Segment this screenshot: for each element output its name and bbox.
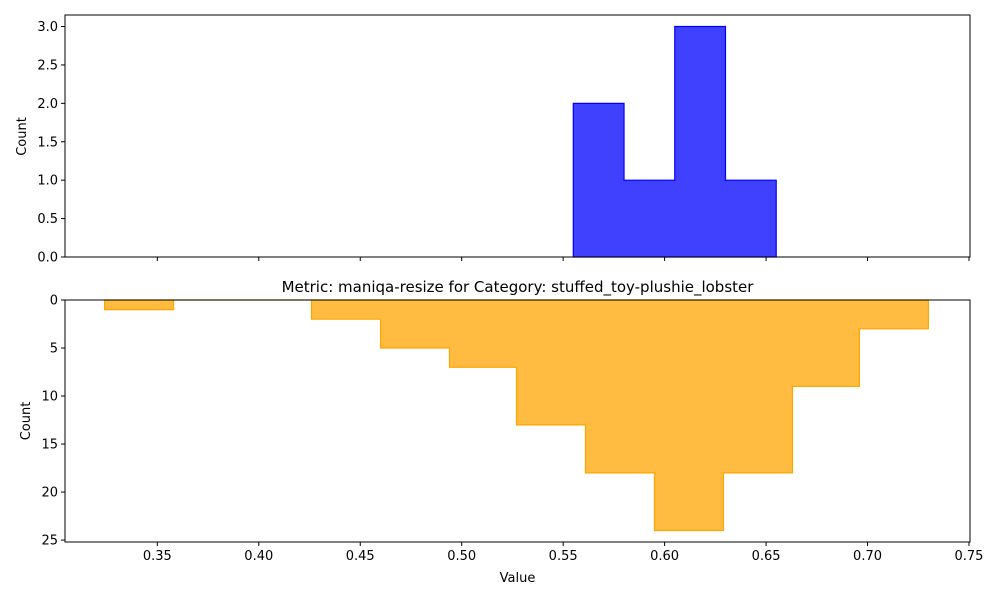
- x-tick-label: 0.45: [346, 549, 375, 564]
- bottom-y-axis-label: Count: [19, 402, 34, 441]
- chart-title: Metric: maniqa-resize for Category: stuf…: [282, 278, 755, 297]
- x-tick-label: 0.75: [955, 549, 984, 564]
- y-tick-label: 10: [41, 390, 58, 405]
- y-tick-label: 0: [50, 294, 58, 309]
- y-tick-label: 15: [41, 438, 58, 453]
- top-histogram-panel: 0.0 0.5 1.0 1.5 2.0 2.5 3.0: [37, 14, 971, 266]
- x-tick-label: 0.60: [650, 549, 679, 564]
- y-tick-label: 0.0: [37, 251, 58, 266]
- x-tick-label: 0.70: [853, 549, 882, 564]
- x-tick-label: 0.35: [143, 549, 172, 564]
- plot-frame: [64, 14, 971, 258]
- x-tick-label: 0.40: [244, 549, 273, 564]
- plot-frame: [64, 299, 971, 543]
- y-tick-label: 1.0: [37, 174, 58, 189]
- bottom-histogram-panel: 0 5 10 15 20 25 0.35 0.40 0.45 0.50 0.55 0.60 0.65 0.…: [41, 294, 983, 565]
- y-tick-label: 20: [41, 486, 58, 501]
- x-tick-label: 0.65: [752, 549, 781, 564]
- y-tick-label: 2.5: [37, 58, 58, 73]
- y-tick-label: 5: [50, 342, 58, 357]
- x-tick-label: 0.50: [447, 549, 476, 564]
- x-axis-label: Value: [500, 571, 536, 586]
- y-tick-label: 0.5: [37, 212, 58, 227]
- y-tick-label: 1.5: [37, 135, 58, 150]
- y-tick-label: 25: [41, 534, 58, 549]
- x-tick-label: 0.55: [549, 549, 578, 564]
- histogram-area: [103, 299, 930, 532]
- y-tick-label: 3.0: [37, 20, 58, 35]
- y-tick-label: 2.0: [37, 97, 58, 112]
- histogram-area: [572, 25, 777, 258]
- top-y-axis-label: Count: [15, 117, 30, 156]
